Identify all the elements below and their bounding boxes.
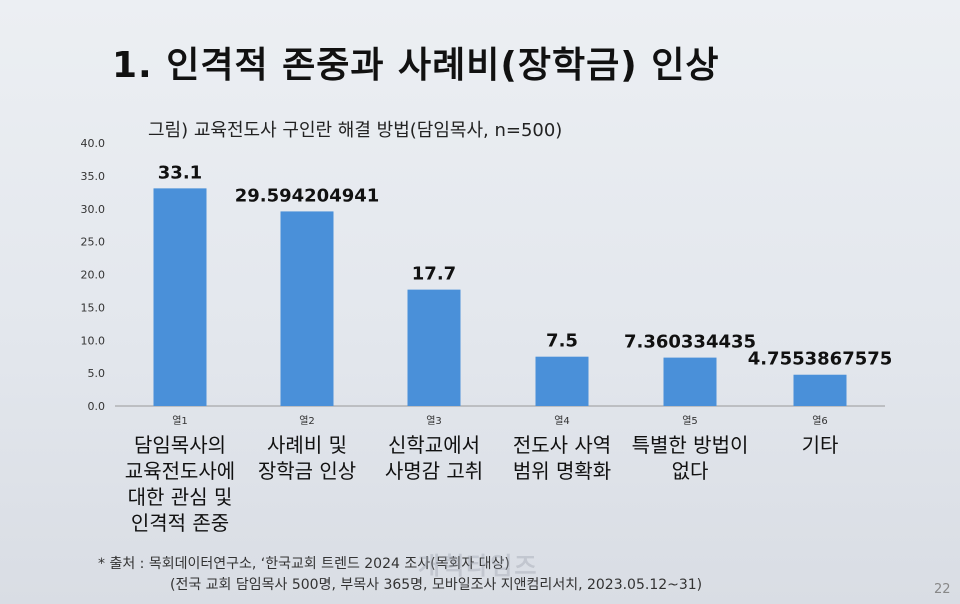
- data-label: 33.1: [158, 162, 202, 183]
- x-tick-label: 열3: [426, 415, 442, 427]
- bar: [663, 357, 717, 406]
- bar: [280, 211, 334, 406]
- category-description: 담임목사의 교육전도사에 대한 관심 및 인격적 존중: [124, 433, 236, 535]
- page-number: 22: [934, 582, 951, 597]
- source-line-1: * 출처 : 목회데이터연구소, ‘한국교회 트렌드 2024 조사(목회자 대…: [98, 556, 510, 572]
- x-tick-label: 열1: [172, 415, 188, 427]
- x-tick-label: 열2: [299, 415, 315, 427]
- category-description: 기타: [801, 433, 839, 457]
- slide-title: 1. 인격적 존중과 사례비(장학금) 인상: [112, 45, 720, 86]
- y-tick-label: 30.0: [81, 203, 106, 216]
- x-tick-labels: 열1 열2 열3 열4 열5 열6: [172, 415, 828, 427]
- watermark: 개혁타임즈: [418, 552, 539, 580]
- x-tick-label: 열6: [812, 415, 828, 427]
- data-label: 29.594204941: [235, 185, 380, 206]
- source-line-2: (전국 교회 담임목사 500명, 부목사 365명, 모바일조사 지앤컴리서치…: [170, 577, 703, 593]
- y-tick-label: 15.0: [81, 301, 106, 314]
- y-tick-label: 5.0: [88, 367, 106, 380]
- category-description: 특별한 방법이 없다: [631, 433, 749, 483]
- y-tick-label: 0.0: [88, 400, 106, 413]
- category-description: 전도사 사역 범위 명확화: [512, 433, 612, 483]
- bar: [535, 356, 589, 406]
- data-label: 4.7553867575: [748, 349, 893, 370]
- y-axis: 0.0 5.0 10.0 15.0 20.0 25.0 30.0 35.0 40.0: [81, 137, 885, 413]
- data-label: 7.5: [546, 331, 578, 352]
- y-tick-label: 25.0: [81, 236, 106, 249]
- bars: [153, 188, 847, 406]
- bar: [793, 374, 847, 406]
- chart-subtitle: 그림) 교육전도사 구인란 해결 방법(담임목사, n=500): [148, 120, 563, 141]
- x-tick-label: 열5: [682, 415, 698, 427]
- bar: [153, 188, 207, 406]
- x-tick-label: 열4: [554, 415, 570, 427]
- y-tick-label: 35.0: [81, 170, 106, 183]
- category-description: 신학교에서 사명감 고취: [384, 433, 484, 483]
- data-label: 17.7: [412, 264, 456, 285]
- y-tick-label: 10.0: [81, 334, 106, 347]
- y-tick-label: 40.0: [81, 137, 106, 150]
- y-tick-label: 20.0: [81, 269, 106, 282]
- source-note: * 출처 : 목회데이터연구소, ‘한국교회 트렌드 2024 조사(목회자 대…: [98, 554, 702, 596]
- category-description: 사례비 및 장학금 인상: [257, 433, 357, 483]
- value-labels: 33.1 29.594204941 17.7 7.5 7.3603344354.7553…: [158, 162, 893, 369]
- data-label: 7.360334435: [624, 332, 756, 353]
- bar: [407, 289, 461, 406]
